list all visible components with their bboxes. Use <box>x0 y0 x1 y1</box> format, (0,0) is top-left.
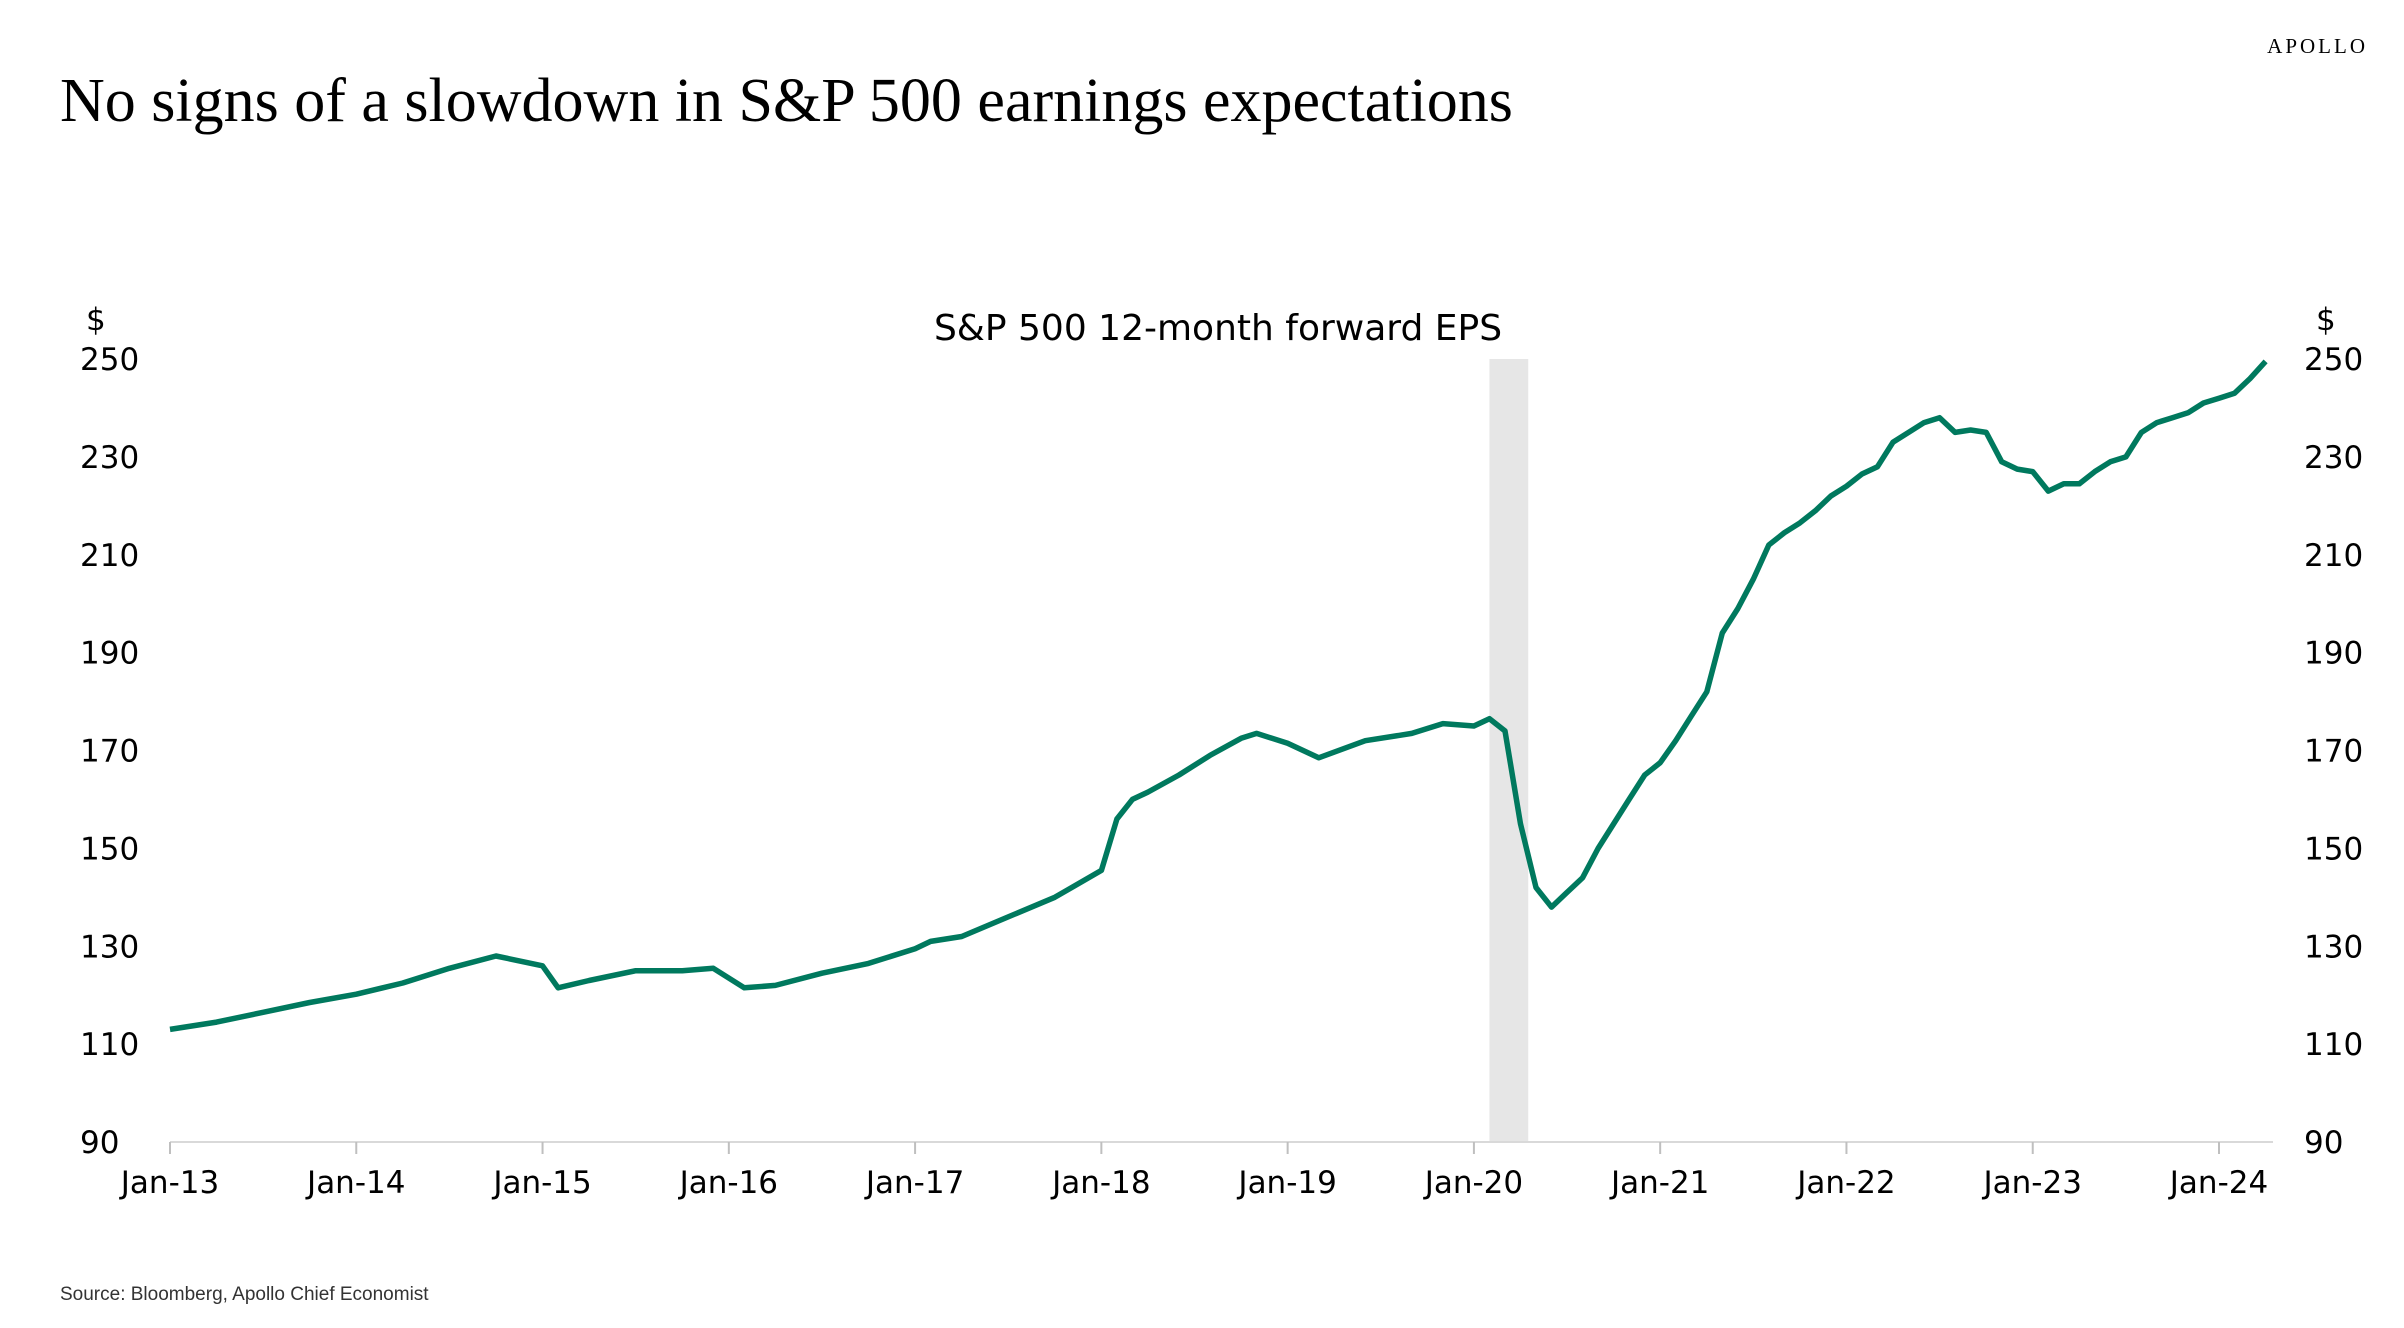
x-tick-label: Jan-19 <box>1236 1165 1336 1201</box>
apollo-logo: APOLLO <box>2267 34 2368 58</box>
x-tick-label: Jan-16 <box>678 1165 778 1201</box>
y-tick-label-right: 250 <box>2304 342 2363 378</box>
page-title: No signs of a slowdown in S&P 500 earnin… <box>60 67 1513 135</box>
y-tick-label-right: 230 <box>2304 440 2363 476</box>
x-tick-label: Jan-14 <box>305 1165 405 1201</box>
y-tick-label-right: 170 <box>2304 734 2363 770</box>
y-tick-label-right: 90 <box>2304 1125 2343 1161</box>
y-axis-unit-left: $ <box>86 302 106 338</box>
y-tick-label-right: 150 <box>2304 831 2363 867</box>
x-tick-label: Jan-15 <box>491 1165 591 1201</box>
x-tick-label: Jan-18 <box>1050 1165 1150 1201</box>
y-tick-label-left: 190 <box>80 636 139 672</box>
y-tick-label-left: 150 <box>80 831 139 867</box>
y-tick-label-right: 130 <box>2304 929 2363 965</box>
x-tick-label: Jan-23 <box>1982 1165 2082 1201</box>
y-tick-label-left: 210 <box>80 538 139 574</box>
y-axis-unit-right: $ <box>2316 302 2336 338</box>
x-tick-label: Jan-24 <box>2168 1165 2268 1201</box>
y-tick-label-left: 110 <box>80 1027 139 1063</box>
x-tick-label: Jan-21 <box>1609 1165 1709 1201</box>
x-tick-label: Jan-22 <box>1795 1165 1895 1201</box>
y-tick-label-right: 210 <box>2304 538 2363 574</box>
y-tick-label-left: 230 <box>80 440 139 476</box>
y-tick-label-left: 250 <box>80 342 139 378</box>
chart-title: S&P 500 12-month forward EPS <box>934 308 1502 349</box>
y-tick-label-left: 90 <box>80 1125 119 1161</box>
y-tick-label-left: 170 <box>80 734 139 770</box>
source-note: Source: Bloomberg, Apollo Chief Economis… <box>60 1284 429 1305</box>
y-tick-label-right: 110 <box>2304 1027 2363 1063</box>
x-tick-label: Jan-20 <box>1423 1165 1523 1201</box>
y-tick-label-right: 190 <box>2304 636 2363 672</box>
x-tick-label: Jan-13 <box>119 1165 219 1201</box>
y-tick-label-left: 130 <box>80 929 139 965</box>
x-tick-label: Jan-17 <box>864 1165 964 1201</box>
eps-series-line <box>169 359 2268 1033</box>
